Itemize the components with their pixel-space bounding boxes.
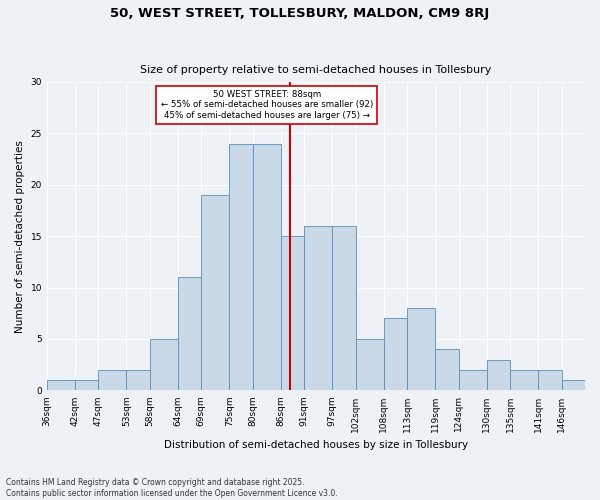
Text: 50 WEST STREET: 88sqm
← 55% of semi-detached houses are smaller (92)
45% of semi: 50 WEST STREET: 88sqm ← 55% of semi-deta… <box>161 90 373 120</box>
Bar <box>458 370 487 390</box>
Bar <box>178 278 202 390</box>
Bar <box>75 380 98 390</box>
Bar <box>150 339 178 390</box>
Bar <box>562 380 585 390</box>
Title: Size of property relative to semi-detached houses in Tollesbury: Size of property relative to semi-detach… <box>140 66 491 76</box>
Bar <box>253 144 281 390</box>
Bar <box>281 236 304 390</box>
Y-axis label: Number of semi-detached properties: Number of semi-detached properties <box>15 140 25 332</box>
Bar <box>407 308 435 390</box>
Text: 50, WEST STREET, TOLLESBURY, MALDON, CM9 8RJ: 50, WEST STREET, TOLLESBURY, MALDON, CM9… <box>110 8 490 20</box>
Bar <box>47 380 75 390</box>
X-axis label: Distribution of semi-detached houses by size in Tollesbury: Distribution of semi-detached houses by … <box>164 440 468 450</box>
Bar <box>98 370 127 390</box>
Bar <box>202 195 229 390</box>
Bar <box>304 226 332 390</box>
Bar <box>510 370 538 390</box>
Bar <box>356 339 384 390</box>
Bar <box>332 226 356 390</box>
Bar <box>435 350 458 391</box>
Bar <box>127 370 150 390</box>
Bar <box>229 144 253 390</box>
Bar <box>538 370 562 390</box>
Text: Contains HM Land Registry data © Crown copyright and database right 2025.
Contai: Contains HM Land Registry data © Crown c… <box>6 478 338 498</box>
Bar <box>384 318 407 390</box>
Bar <box>487 360 510 390</box>
